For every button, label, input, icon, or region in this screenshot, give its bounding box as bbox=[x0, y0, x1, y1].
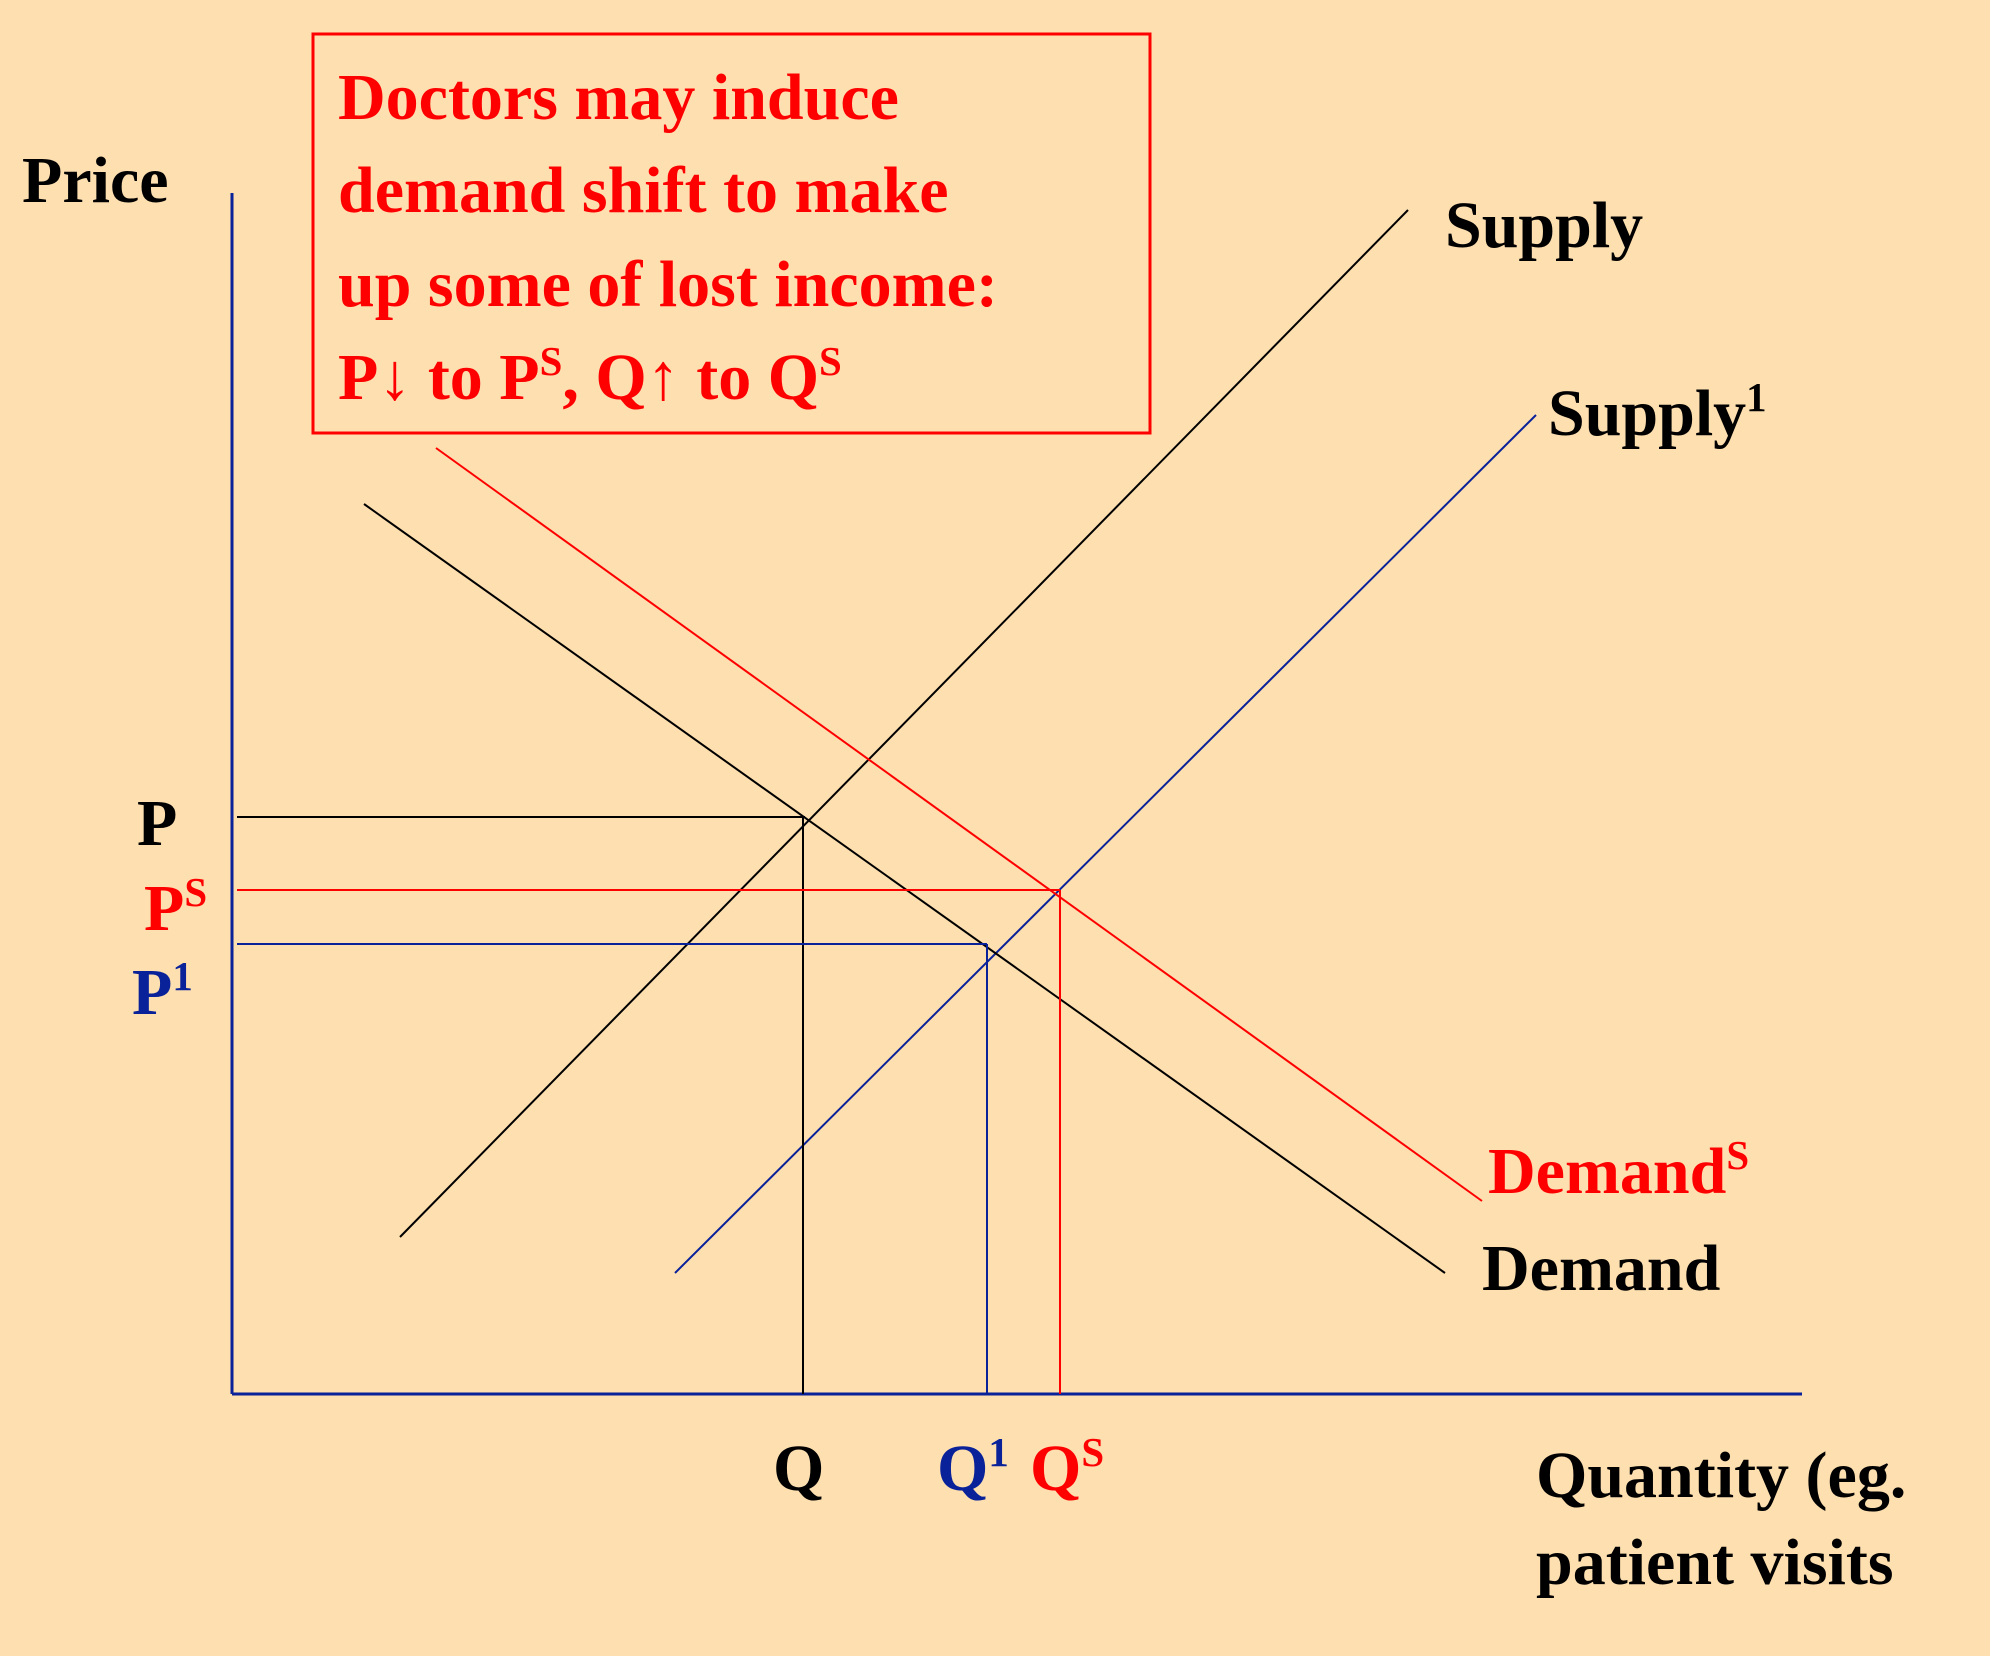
callout-box bbox=[311, 32, 1152, 435]
supply-curve bbox=[399, 209, 1409, 1238]
demand-label: Demand bbox=[1482, 1232, 1720, 1305]
y-axis-label: Price bbox=[22, 144, 169, 217]
quantity-label-qs: QS bbox=[1030, 1430, 1104, 1505]
demand-curve bbox=[363, 503, 1446, 1274]
supply1-label: Supply1 bbox=[1548, 375, 1767, 450]
supply1-curve bbox=[674, 414, 1537, 1274]
quantity-label-q1: Q1 bbox=[937, 1430, 1009, 1505]
callout-line-1: Doctors may induce bbox=[338, 61, 899, 134]
price-label-p: P bbox=[137, 787, 177, 860]
x-axis-label-line-1: Quantity (eg. bbox=[1536, 1439, 1906, 1512]
x-axis-label-line-2: patient visits bbox=[1536, 1526, 1894, 1599]
callout-line-2: demand shift to make bbox=[338, 154, 949, 227]
supply-label: Supply bbox=[1445, 189, 1643, 262]
demand-s-curve bbox=[435, 447, 1483, 1202]
callout-line-4: P↓ to PS, Q↑ to QS bbox=[338, 339, 842, 414]
demand-s-label: DemandS bbox=[1488, 1133, 1749, 1208]
price-label-p1: P1 bbox=[132, 954, 193, 1029]
price-label-ps: PS bbox=[144, 870, 207, 945]
quantity-label-q: Q bbox=[773, 1432, 824, 1505]
callout-line-3: up some of lost income: bbox=[338, 248, 998, 321]
